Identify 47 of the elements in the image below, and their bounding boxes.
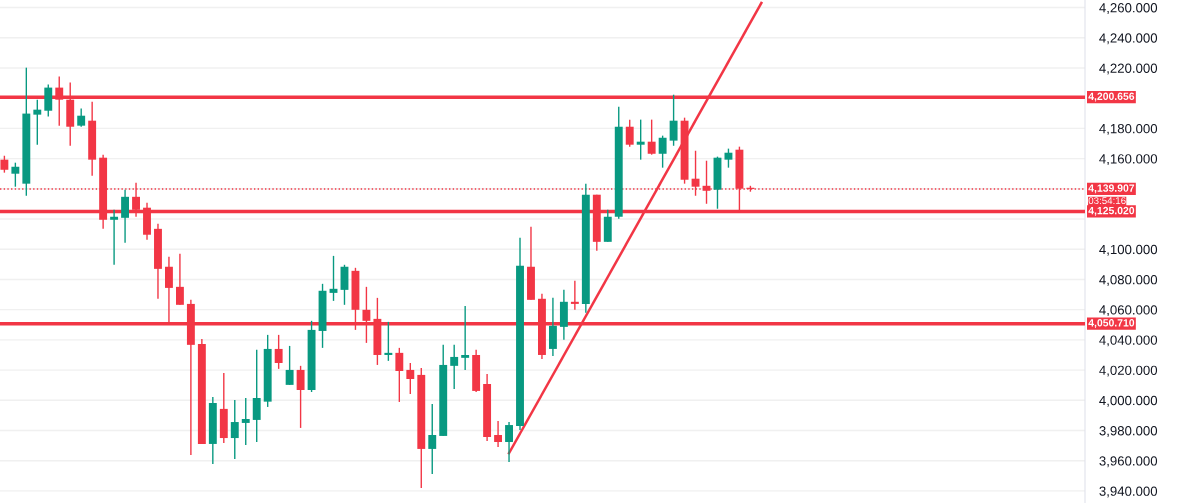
candlestick — [428, 403, 437, 475]
y-tick-label: 4,100.000 — [1099, 244, 1158, 256]
candlestick — [175, 253, 184, 306]
y-tick-label: 4,080.000 — [1099, 275, 1158, 286]
y-tick-label: 4,060.000 — [1099, 305, 1158, 317]
candlestick — [406, 362, 415, 395]
ref-line-label: 4,200.656 — [1088, 92, 1135, 102]
candlestick — [230, 399, 239, 460]
ref-line-label: 4,125.020 — [1088, 206, 1135, 216]
y-tick-label: 4,160.000 — [1099, 154, 1158, 166]
ref-line-label: 4,139.907 — [1088, 184, 1135, 194]
candlestick — [384, 321, 393, 362]
y-tick-label: 4,220.000 — [1099, 63, 1158, 75]
y-tick-label: 3,940.000 — [1099, 486, 1158, 498]
candlestick — [450, 344, 459, 390]
candlestick — [274, 334, 283, 370]
candlestick — [285, 345, 294, 386]
y-tick-label: 3,960.000 — [1099, 456, 1158, 468]
candlestick — [494, 420, 503, 448]
candlestick — [296, 365, 305, 429]
y-tick-label: 4,040.000 — [1099, 335, 1158, 347]
y-tick-label: 4,020.000 — [1099, 365, 1158, 377]
candlestick — [647, 118, 656, 156]
candlestick — [548, 297, 557, 357]
candlestick — [658, 134, 667, 169]
candlestick — [110, 209, 119, 266]
candlestick — [241, 397, 250, 446]
candlestick — [570, 280, 579, 311]
candlestick — [669, 94, 678, 147]
y-tick-label: 4,000.000 — [1099, 395, 1158, 407]
candlestick — [121, 189, 130, 244]
candlestick — [11, 161, 20, 188]
y-tick-label: 4,260.000 — [1099, 3, 1158, 15]
y-tick-label: 4,240.000 — [1099, 33, 1158, 45]
candlestick — [395, 347, 404, 403]
candlestick — [461, 305, 470, 371]
candlestick — [625, 118, 634, 148]
y-tick-label: 4,180.000 — [1099, 123, 1158, 135]
candlestick — [44, 83, 53, 118]
candlestick — [252, 349, 261, 443]
y-tick-label: 3,980.000 — [1099, 426, 1158, 437]
candlestick — [636, 118, 645, 161]
text: 03:54:16 — [1088, 197, 1126, 205]
ref-line-label: 4,050.710 — [1088, 319, 1135, 328]
candlestick — [77, 107, 86, 128]
candlestick — [33, 98, 42, 146]
candlestick — [505, 421, 513, 463]
